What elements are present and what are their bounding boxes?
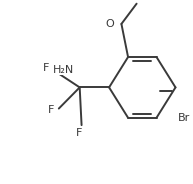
Text: F: F bbox=[75, 128, 82, 138]
Text: H₂N: H₂N bbox=[53, 65, 74, 75]
Text: O: O bbox=[105, 19, 114, 29]
Text: Br: Br bbox=[178, 113, 191, 123]
Text: F: F bbox=[48, 105, 54, 115]
Text: F: F bbox=[43, 63, 49, 73]
